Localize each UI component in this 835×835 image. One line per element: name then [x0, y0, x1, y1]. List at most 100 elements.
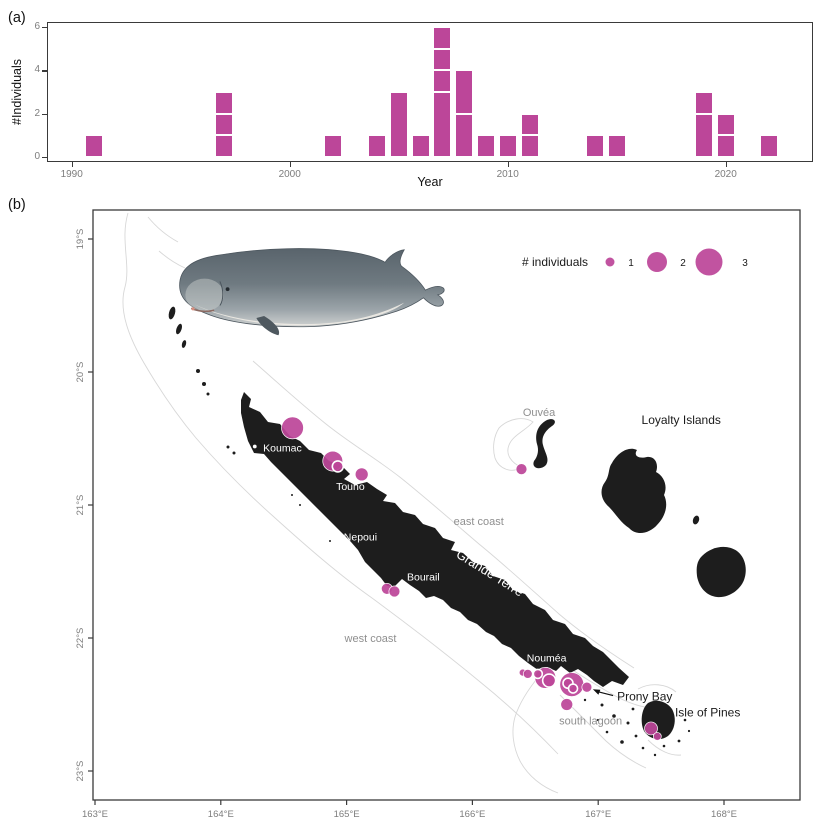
bar-segment: [716, 113, 735, 136]
island-tiga: [692, 515, 700, 525]
histogram-bar-2002: [324, 135, 343, 157]
legend-bubble-1: [605, 257, 615, 267]
bar-segment: [498, 135, 517, 157]
x-tick-mark: [507, 162, 509, 167]
map-label-koumac: Koumac: [263, 442, 302, 454]
x-tick-label: 2000: [278, 169, 301, 180]
whale-head-shading: [185, 278, 224, 312]
lat-tick-label: 23°S: [75, 761, 86, 782]
map-label-isle-of-pines: Isle of Pines: [675, 706, 740, 720]
bar-segment: [215, 113, 234, 136]
lon-tick-label: 167°E: [585, 809, 611, 820]
y-tick-label: 6: [34, 20, 40, 32]
panel-a-label: (a): [8, 10, 26, 26]
plot-frame: [47, 22, 813, 162]
reef-contour-lines: [122, 212, 682, 794]
map-label-ouv-a: Ouvéa: [523, 407, 556, 419]
x-tick-label: 2010: [496, 169, 519, 180]
histogram-bar-2004: [367, 135, 386, 157]
bar-segment: [520, 135, 539, 157]
panel-a-histogram: (a) #Individuals Year 0 2 4 6 1990 2000 2010 20…: [0, 0, 835, 195]
histogram-bar-2008: [455, 70, 474, 157]
lon-tick-label: 163°E: [82, 809, 108, 820]
lon-tick-label: 164°E: [208, 809, 234, 820]
bar-segment: [716, 135, 735, 157]
island-mare: [696, 546, 746, 598]
bar-segment: [433, 48, 452, 71]
map-label-touho: Touho: [336, 481, 365, 493]
lon-tick-label: 165°E: [334, 809, 360, 820]
whale-eye: [225, 287, 230, 292]
map-canvas: Ouvéa Loyalty Islands Koumac Touho east coas…: [75, 209, 801, 820]
y-tick-mark: [42, 113, 47, 115]
map-label-west-coast: west coast: [344, 633, 397, 645]
sighting-bubble-south-lagoon: [560, 698, 574, 711]
map-label-nepoui: Nepoui: [344, 532, 377, 544]
panel-b-map: (b): [0, 195, 835, 835]
lat-tick-label: 20°S: [75, 362, 86, 383]
bar-segment: [455, 113, 474, 157]
lat-tick-label: 22°S: [75, 628, 86, 649]
sighting-bubble-noum-a: [532, 668, 544, 680]
panel-b-label: (b): [8, 197, 26, 213]
y-tick-label: 4: [34, 64, 40, 76]
sighting-bubble-prony-bay: [581, 681, 593, 693]
sighting-bubble-noum-a: [522, 669, 533, 679]
histogram-bar-2022: [760, 135, 779, 157]
sighting-bubble-isle-of-pines: [644, 721, 658, 736]
legend-bubble-3: [695, 248, 723, 276]
map-label-prony-bay: Prony Bay: [617, 690, 672, 704]
bar-segment: [455, 70, 474, 114]
histogram-bar-2020: [716, 113, 735, 157]
belep-islands: [168, 306, 210, 396]
sighting-bubble-koumac: [281, 416, 304, 440]
y-tick-mark: [42, 70, 47, 72]
bar-segment: [760, 135, 779, 157]
lon-tick-label: 166°E: [459, 809, 485, 820]
histogram-bar-2009: [476, 135, 495, 157]
lagoon-islets: [226, 445, 691, 757]
town-dot-touho: [431, 476, 436, 481]
town-dot-koumac: [252, 444, 257, 449]
histogram-bar-2010: [498, 135, 517, 157]
sighting-bubble-touho: [354, 467, 369, 482]
lon-tick-label: 168°E: [711, 809, 737, 820]
prony-bay-arrowhead: [592, 689, 601, 695]
islands: [168, 306, 746, 757]
lat-tick-label: 19°S: [75, 229, 86, 250]
island-lifou: [601, 448, 667, 534]
legend-title: # individuals: [522, 255, 588, 269]
bar-segment: [389, 92, 408, 157]
island-ouvea: [533, 419, 555, 469]
histogram-bar-2015: [607, 135, 626, 157]
sighting-bubble-noum-a: [541, 673, 557, 688]
x-tick-label: 2020: [714, 169, 737, 180]
bar-segment: [433, 70, 452, 92]
histogram-bar-2019: [694, 92, 713, 157]
histogram-bar-2007: [433, 27, 452, 157]
histogram-bar-2005: [389, 92, 408, 157]
legend-value-3: 3: [742, 258, 748, 269]
bar-segment: [215, 135, 234, 157]
x-tick-mark: [71, 162, 73, 167]
bar-segment: [476, 135, 495, 157]
bar-segment: [585, 135, 604, 157]
map-label-east-coast: east coast: [454, 516, 504, 528]
bar-segment: [84, 135, 103, 157]
sighting-bubble-isle-of-pines: [652, 732, 662, 741]
map-label-noum-a: Nouméa: [527, 653, 567, 665]
whale-illustration: [179, 248, 445, 336]
bar-segment: [215, 92, 234, 114]
histogram-bar-1991: [84, 135, 103, 157]
bar-segment: [324, 135, 343, 157]
whale-flipper: [256, 316, 280, 336]
bar-segment: [433, 92, 452, 157]
x-tick-label: 1990: [60, 169, 83, 180]
bar-segment: [411, 135, 430, 157]
legend-value-2: 2: [680, 258, 686, 269]
y-tick-mark: [42, 26, 47, 29]
x-tick-mark: [289, 162, 291, 167]
legend-value-1: 1: [628, 258, 634, 269]
bar-segment: [520, 113, 539, 136]
